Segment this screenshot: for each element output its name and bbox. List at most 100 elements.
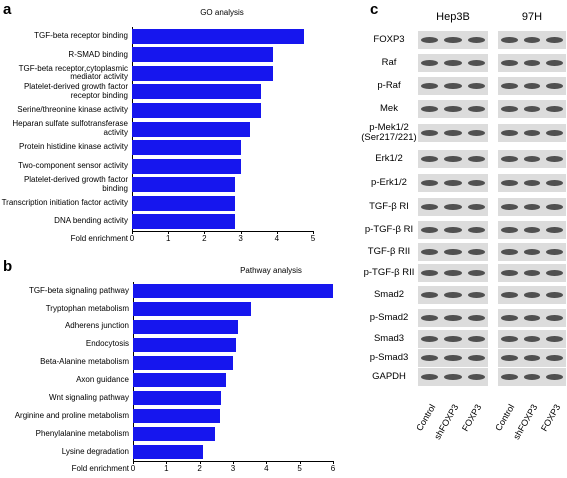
blot-band xyxy=(421,374,439,380)
blot-band xyxy=(501,37,518,43)
bar xyxy=(133,445,203,460)
category-label: Beta-Alanine metabolism xyxy=(40,357,129,367)
category-label: TGF-beta receptor,cytoplasmic mediator a… xyxy=(18,63,128,82)
blot-band xyxy=(421,37,439,43)
blot-band xyxy=(546,270,563,276)
blot-band xyxy=(467,292,485,298)
x-tick-label: 0 xyxy=(129,234,135,243)
blot-band xyxy=(546,83,563,89)
bar xyxy=(133,283,333,298)
bar xyxy=(132,214,236,230)
bar xyxy=(132,84,261,100)
blot-band xyxy=(501,355,518,361)
x-tick-label: 1 xyxy=(164,464,169,473)
blot-band xyxy=(467,37,485,43)
blot-band xyxy=(523,336,541,342)
protein-label: Erk1/2 xyxy=(375,153,403,164)
blot-band xyxy=(444,249,462,255)
category-label: Wnt signaling pathway xyxy=(48,393,129,403)
blot-band xyxy=(421,180,439,186)
protein-label: Mek xyxy=(380,103,398,114)
tick-mark xyxy=(313,231,314,234)
blot-band xyxy=(523,249,541,255)
x-tick-label: 4 xyxy=(274,234,280,243)
blot-band xyxy=(421,315,439,321)
category-label: TGF-beta signaling pathway xyxy=(28,285,129,295)
blot-band xyxy=(501,204,518,210)
bar xyxy=(132,47,274,63)
blot-band xyxy=(444,37,462,43)
blot-band xyxy=(546,249,563,255)
blot-band xyxy=(444,227,462,233)
category-label: Transcription initiation factor activity xyxy=(1,197,128,207)
blot-band xyxy=(501,83,518,89)
blot-band xyxy=(467,249,485,255)
blot-band xyxy=(444,336,462,342)
x-tick-label: 1 xyxy=(165,234,171,243)
blot-band xyxy=(523,374,541,380)
bar xyxy=(132,177,236,193)
tick-mark xyxy=(266,461,268,464)
tick-mark xyxy=(233,461,234,464)
x-axis-label: Fold enrichment xyxy=(70,234,128,243)
x-tick-label: 2 xyxy=(202,234,207,243)
blot-band xyxy=(444,270,462,276)
blot-band xyxy=(421,270,439,276)
category-label: Tryptophan metabolism xyxy=(45,303,129,313)
x-tick-label: 3 xyxy=(230,464,236,473)
tick-mark xyxy=(276,231,278,234)
category-label: Protein histidine kinase activity xyxy=(19,142,128,152)
bar xyxy=(133,301,252,316)
x-tick-label: 2 xyxy=(197,464,202,473)
blot-band xyxy=(444,156,462,162)
protein-label: TGF-β RI xyxy=(369,201,409,212)
panel-label: c xyxy=(370,1,379,18)
blot-band xyxy=(467,130,485,136)
blot-band xyxy=(523,180,541,186)
blot-band xyxy=(421,227,439,233)
panel-label: a xyxy=(3,1,12,18)
tick-mark xyxy=(204,231,206,234)
category-label: Adherens junction xyxy=(64,321,129,331)
blot-band xyxy=(421,156,439,162)
blot-band xyxy=(467,156,485,162)
x-axis xyxy=(132,231,314,232)
bar xyxy=(132,121,250,137)
blot-band xyxy=(467,180,485,186)
tick-mark xyxy=(333,461,334,464)
protein-label: Smad3 xyxy=(373,333,405,344)
blot-band xyxy=(501,156,518,162)
blot-band xyxy=(444,83,462,89)
protein-label: p-Smad3 xyxy=(369,352,409,363)
blot-band xyxy=(501,336,518,342)
blot-band xyxy=(546,315,563,321)
blot-band xyxy=(444,292,462,298)
blot-band xyxy=(501,130,518,136)
protein-label: TGF-β RII xyxy=(367,246,411,257)
blot-band xyxy=(467,270,485,276)
panel-label: b xyxy=(3,258,13,275)
tick-mark xyxy=(168,231,170,234)
blot-band xyxy=(421,60,439,66)
protein-label: p-TGF-β RI xyxy=(364,224,414,235)
blot-band xyxy=(501,60,518,66)
blot-band xyxy=(421,204,439,210)
bar xyxy=(133,391,222,406)
blot-band xyxy=(546,106,563,112)
blot-band xyxy=(467,83,485,89)
category-label: Heparan sulfate sulfotransferase activit… xyxy=(12,119,128,137)
bar xyxy=(133,427,215,442)
blot-band xyxy=(444,204,462,210)
blot-band xyxy=(523,130,541,136)
blot-band xyxy=(546,227,563,233)
bar xyxy=(133,409,220,424)
blot-band xyxy=(467,374,485,380)
x-axis-label: Fold enrichment xyxy=(71,464,129,473)
blot-band xyxy=(467,336,485,342)
blot-band xyxy=(467,355,485,361)
x-tick-label: 4 xyxy=(264,464,269,473)
chart-title: Pathway analysis xyxy=(240,266,302,275)
blot-band xyxy=(421,83,439,89)
bar xyxy=(132,28,304,44)
